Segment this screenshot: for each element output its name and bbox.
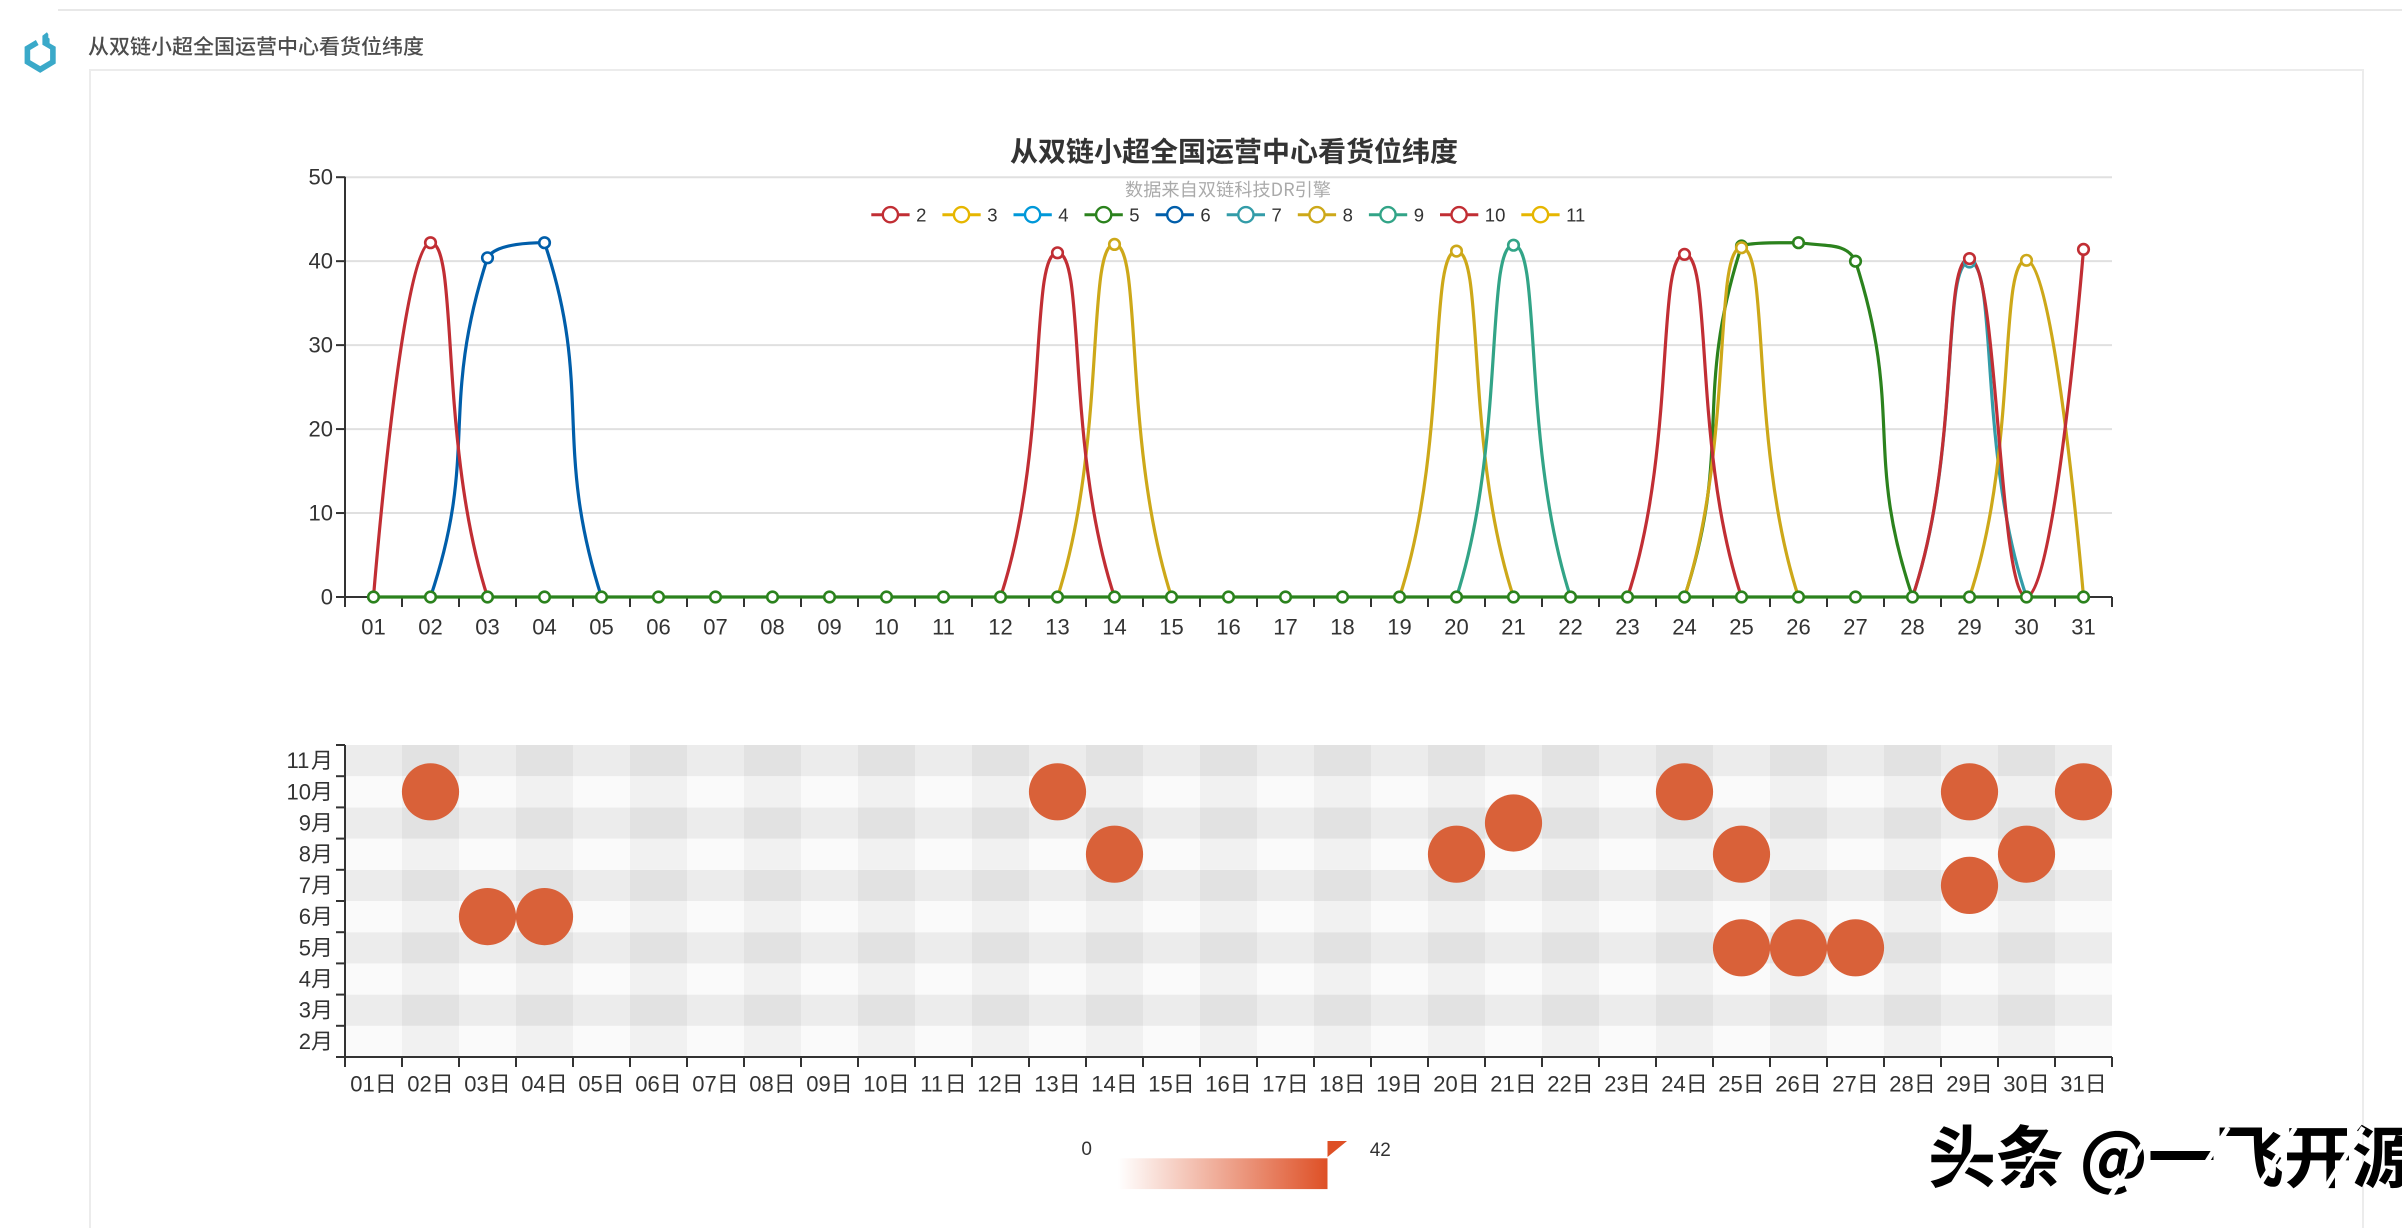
svg-text:11: 11 bbox=[1566, 204, 1585, 225]
svg-text:27: 27 bbox=[1832, 1072, 1856, 1097]
svg-text:01: 01 bbox=[350, 1072, 374, 1097]
svg-text:02: 02 bbox=[407, 1072, 431, 1097]
svg-text:4: 4 bbox=[1058, 204, 1068, 225]
svg-text:13: 13 bbox=[1034, 1072, 1058, 1097]
svg-text:12: 12 bbox=[977, 1072, 1001, 1097]
svg-text:6: 6 bbox=[1200, 204, 1210, 225]
svg-text:03: 03 bbox=[464, 1072, 488, 1097]
svg-text:30: 30 bbox=[2014, 615, 2038, 640]
svg-text:5: 5 bbox=[1129, 204, 1139, 225]
svg-text:30: 30 bbox=[309, 333, 333, 358]
svg-text:10: 10 bbox=[1485, 204, 1506, 225]
svg-text:06: 06 bbox=[646, 615, 670, 640]
svg-text:05: 05 bbox=[578, 1072, 602, 1097]
svg-text:17: 17 bbox=[1262, 1072, 1286, 1097]
svg-text:16: 16 bbox=[1216, 615, 1240, 640]
svg-text:22: 22 bbox=[1547, 1072, 1571, 1097]
svg-text:42: 42 bbox=[1370, 1140, 1391, 1161]
svg-text:17: 17 bbox=[1273, 615, 1297, 640]
svg-text:20: 20 bbox=[309, 417, 333, 442]
svg-text:19: 19 bbox=[1376, 1072, 1400, 1097]
svg-text:13: 13 bbox=[1045, 615, 1069, 640]
svg-text:23: 23 bbox=[1615, 615, 1639, 640]
svg-text:14: 14 bbox=[1102, 615, 1126, 640]
svg-text:04: 04 bbox=[521, 1072, 545, 1097]
svg-text:10: 10 bbox=[863, 1072, 887, 1097]
svg-text:11: 11 bbox=[920, 1072, 943, 1097]
svg-text:08: 08 bbox=[760, 615, 784, 640]
svg-text:10: 10 bbox=[287, 779, 311, 804]
svg-text:05: 05 bbox=[589, 615, 613, 640]
svg-text:25: 25 bbox=[1718, 1072, 1742, 1097]
svg-text:7: 7 bbox=[1272, 204, 1282, 225]
svg-text:09: 09 bbox=[806, 1072, 830, 1097]
svg-text:21: 21 bbox=[1490, 1072, 1514, 1097]
svg-text:29: 29 bbox=[1957, 615, 1981, 640]
svg-text:18: 18 bbox=[1319, 1072, 1343, 1097]
svg-text:20: 20 bbox=[1444, 615, 1468, 640]
svg-text:6: 6 bbox=[299, 904, 311, 929]
svg-text:28: 28 bbox=[1889, 1072, 1913, 1097]
svg-text:3: 3 bbox=[987, 204, 997, 225]
svg-text:08: 08 bbox=[749, 1072, 773, 1097]
svg-text:10: 10 bbox=[874, 615, 898, 640]
svg-text:24: 24 bbox=[1661, 1072, 1685, 1097]
svg-text:26: 26 bbox=[1775, 1072, 1799, 1097]
svg-text:09: 09 bbox=[817, 615, 841, 640]
svg-text:4: 4 bbox=[299, 967, 311, 992]
svg-text:01: 01 bbox=[361, 615, 385, 640]
svg-text:19: 19 bbox=[1387, 615, 1411, 640]
svg-text:23: 23 bbox=[1604, 1072, 1628, 1097]
svg-text:31: 31 bbox=[2060, 1072, 2084, 1097]
svg-text:8: 8 bbox=[299, 842, 311, 867]
svg-text:7: 7 bbox=[299, 873, 311, 898]
svg-text:03: 03 bbox=[475, 615, 499, 640]
svg-text:12: 12 bbox=[988, 615, 1012, 640]
svg-text:07: 07 bbox=[692, 1072, 716, 1097]
svg-text:50: 50 bbox=[309, 165, 333, 190]
svg-text:24: 24 bbox=[1672, 615, 1696, 640]
svg-text:3: 3 bbox=[299, 998, 311, 1023]
svg-text:30: 30 bbox=[2003, 1072, 2027, 1097]
svg-text:25: 25 bbox=[1729, 615, 1753, 640]
svg-text:21: 21 bbox=[1501, 615, 1525, 640]
svg-text:02: 02 bbox=[418, 615, 442, 640]
svg-text:9: 9 bbox=[299, 811, 311, 836]
svg-text:16: 16 bbox=[1205, 1072, 1229, 1097]
svg-text:28: 28 bbox=[1900, 615, 1924, 640]
svg-text:10: 10 bbox=[309, 501, 333, 526]
svg-text:07: 07 bbox=[703, 615, 727, 640]
svg-text:29: 29 bbox=[1946, 1072, 1970, 1097]
svg-text:2: 2 bbox=[916, 204, 926, 225]
svg-text:9: 9 bbox=[1414, 204, 1424, 225]
svg-text:18: 18 bbox=[1330, 615, 1354, 640]
svg-text:0: 0 bbox=[321, 585, 333, 610]
svg-text:15: 15 bbox=[1159, 615, 1183, 640]
svg-text:0: 0 bbox=[1081, 1139, 1092, 1160]
svg-text:20: 20 bbox=[1433, 1072, 1457, 1097]
svg-text:11: 11 bbox=[932, 615, 955, 640]
svg-text:27: 27 bbox=[1843, 615, 1867, 640]
svg-text:31: 31 bbox=[2071, 615, 2095, 640]
svg-text:15: 15 bbox=[1148, 1072, 1172, 1097]
svg-text:5: 5 bbox=[299, 935, 311, 960]
svg-text:2: 2 bbox=[299, 1029, 311, 1054]
svg-text:40: 40 bbox=[309, 249, 333, 274]
svg-text:22: 22 bbox=[1558, 615, 1582, 640]
svg-text:04: 04 bbox=[532, 615, 556, 640]
svg-text:26: 26 bbox=[1786, 615, 1810, 640]
svg-text:14: 14 bbox=[1091, 1072, 1115, 1097]
svg-text:8: 8 bbox=[1343, 204, 1353, 225]
svg-text:06: 06 bbox=[635, 1072, 659, 1097]
svg-text:11: 11 bbox=[287, 748, 310, 773]
